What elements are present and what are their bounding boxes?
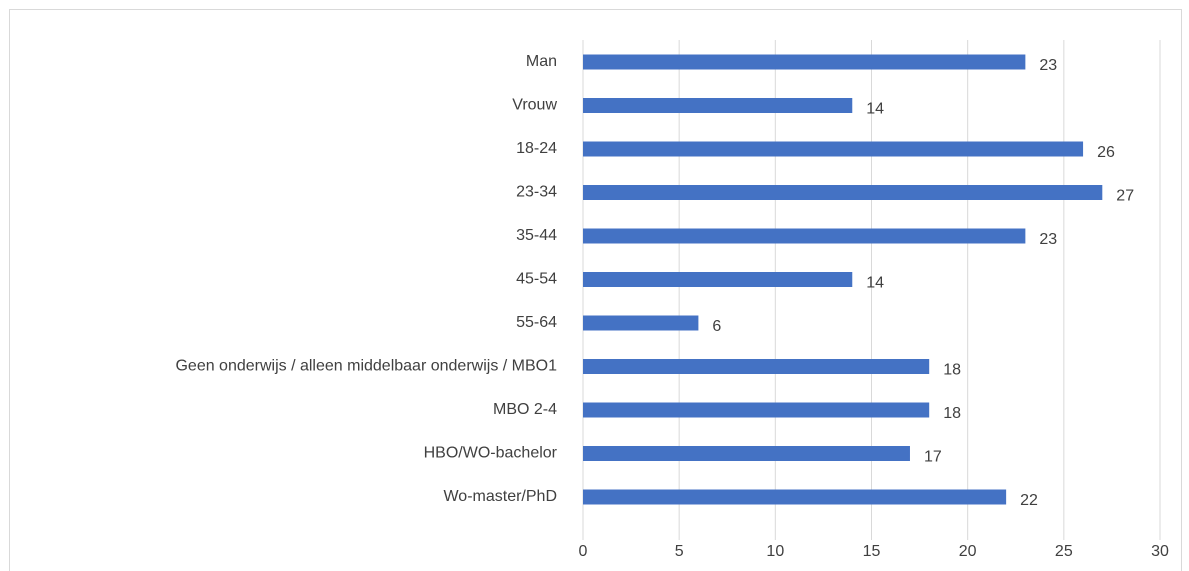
x-tick-label: 15: [863, 543, 881, 560]
y-tick-label: Geen onderwijs / alleen middelbaar onder…: [175, 358, 557, 375]
data-label: 6: [712, 318, 721, 335]
y-tick-label: 45-54: [516, 271, 557, 288]
data-label: 27: [1116, 188, 1134, 205]
data-label: 26: [1097, 144, 1115, 161]
bar: [583, 228, 1026, 244]
bar: [583, 446, 910, 461]
bar: [583, 315, 699, 331]
y-tick-label: 55-64: [516, 314, 557, 331]
y-tick-label: MBO 2-4: [493, 401, 557, 418]
data-label: 23: [1039, 231, 1057, 248]
chart-border: [9, 9, 1182, 571]
y-tick-label: 18-24: [516, 140, 557, 157]
x-tick-label: 10: [766, 543, 784, 560]
bar: [583, 54, 1026, 70]
x-tick-label: 30: [1151, 543, 1169, 560]
data-label: 17: [924, 449, 942, 466]
bar: [583, 359, 930, 374]
data-label: 18: [943, 405, 961, 422]
bar: [583, 98, 853, 113]
x-tick-label: 25: [1055, 543, 1073, 560]
bar: [583, 272, 853, 287]
y-tick-label: HBO/WO-bachelor: [424, 445, 558, 462]
y-tick-label: Man: [526, 53, 557, 70]
x-tick-label: 5: [675, 543, 684, 560]
bar: [583, 141, 1084, 157]
x-tick-label: 20: [959, 543, 977, 560]
x-tick-label: 0: [579, 543, 588, 560]
data-label: 22: [1020, 492, 1038, 509]
data-label: 18: [943, 362, 961, 379]
bar: [583, 489, 1007, 505]
y-tick-label: 35-44: [516, 227, 557, 244]
data-label: 14: [866, 275, 884, 292]
bar: [583, 402, 930, 418]
y-tick-label: Wo-master/PhD: [443, 488, 557, 505]
y-tick-label: 23-34: [516, 184, 557, 201]
data-label: 14: [866, 101, 884, 118]
bar: [583, 185, 1103, 200]
data-label: 23: [1039, 57, 1057, 74]
y-tick-label: Vrouw: [512, 97, 557, 114]
